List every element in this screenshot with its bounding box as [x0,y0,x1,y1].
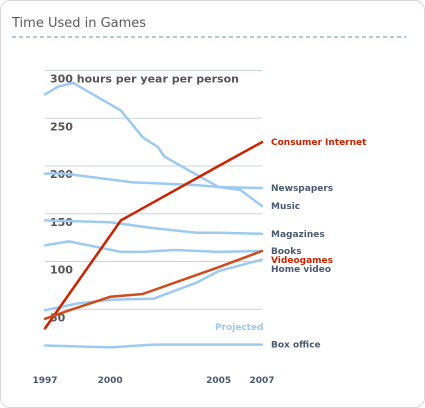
series-line-music [43,81,264,208]
series-label-music: Music [271,202,300,212]
series-line-consumer-internet [43,140,264,330]
series-line-magazines [43,219,264,236]
series-label-consumer-internet: Consumer Internet [271,138,367,148]
y-tick-150: 150 [50,216,73,229]
series-line-books [43,240,264,254]
y-axis-ticks: 300 hours per year per person50100150200… [50,73,239,325]
series-label-magazines: Magazines [271,230,325,240]
series-line-videogames [43,249,264,321]
projected-annotation: Projected [215,323,264,333]
series-line-box-office [43,343,264,349]
x-tick-1997: 1997 [32,376,57,386]
series-label-videogames: Videogames [271,256,333,266]
x-tick-2007: 2007 [249,376,274,386]
gridlines [45,70,262,310]
series-lines [43,81,264,349]
x-tick-2000: 2000 [98,376,123,386]
x-tick-2005: 2005 [206,376,231,386]
series-label-newspapers: Newspapers [271,184,333,194]
series-label-box-office: Box office [271,341,321,351]
series-line-home-video [43,258,264,312]
series-labels: Consumer Internet Newspapers Music Magazine… [271,138,367,351]
y-tick-250: 250 [50,120,73,133]
y-axis-title: 300 hours per year per person [50,73,239,86]
series-label-books: Books [271,247,302,257]
series-label-home-video: Home video [271,265,331,275]
y-tick-100: 100 [50,264,73,277]
chart-title: Time Used in Games [11,16,146,31]
x-axis-ticks: 1997 2000 2005 2007 [32,376,274,386]
series-line-newspapers [43,172,264,190]
